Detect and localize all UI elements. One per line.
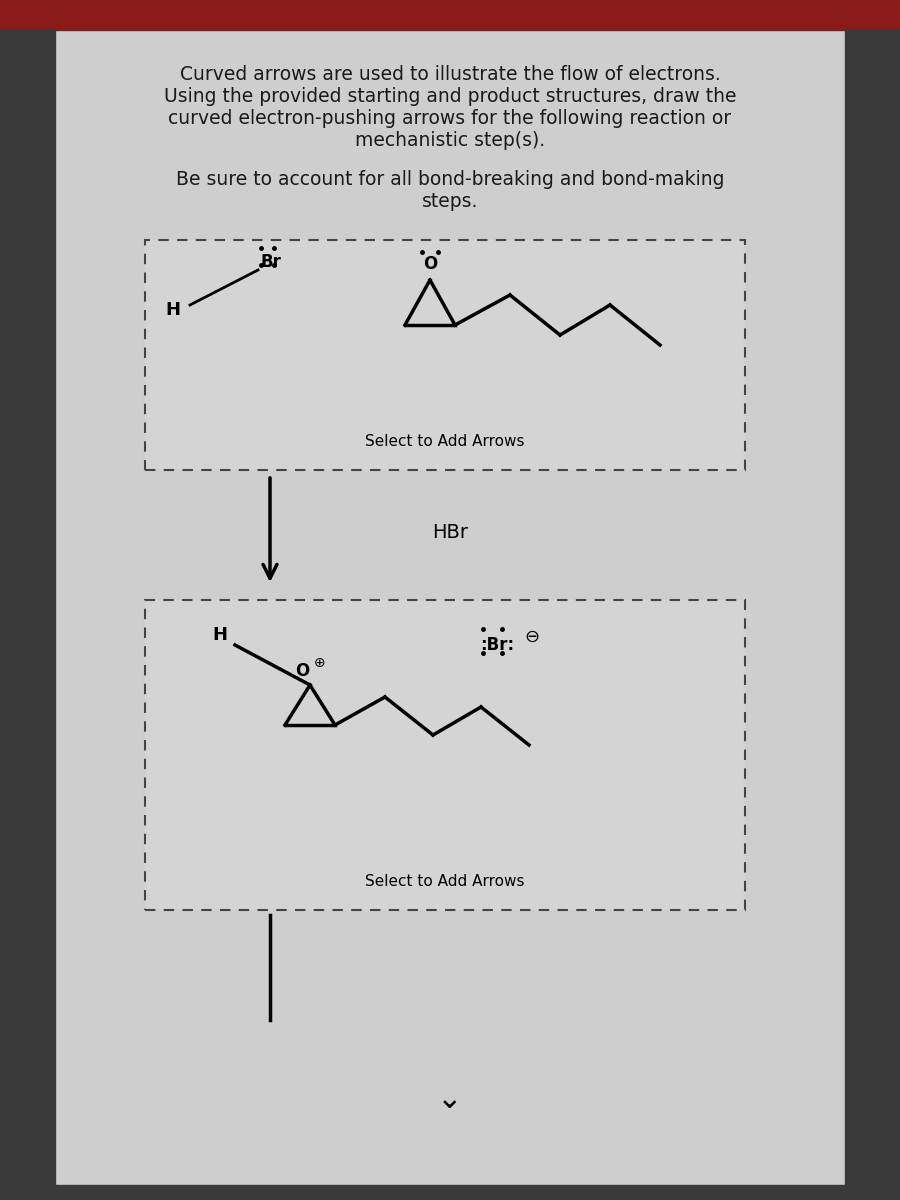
Text: Select to Add Arrows: Select to Add Arrows <box>365 875 525 889</box>
Text: H: H <box>165 301 180 319</box>
Text: :Br:: :Br: <box>480 636 514 654</box>
Text: Br: Br <box>260 253 281 271</box>
Bar <box>55 30 845 1186</box>
Bar <box>0 30 55 1200</box>
Text: HBr: HBr <box>432 522 468 541</box>
Text: H: H <box>212 626 227 644</box>
Text: O: O <box>423 254 437 272</box>
Bar <box>145 240 745 470</box>
Bar <box>145 600 745 910</box>
Bar <box>845 30 900 1200</box>
Text: ⊖: ⊖ <box>525 628 540 646</box>
Text: Be sure to account for all bond-breaking and bond-making
steps.: Be sure to account for all bond-breaking… <box>176 170 725 211</box>
Bar <box>0 1186 900 1200</box>
Bar <box>0 0 900 30</box>
Text: ⌄: ⌄ <box>437 1086 463 1115</box>
Text: Select to Add Arrows: Select to Add Arrows <box>365 434 525 450</box>
Text: Curved arrows are used to illustrate the flow of electrons.
Using the provided s: Curved arrows are used to illustrate the… <box>164 65 736 150</box>
Text: ⊕: ⊕ <box>314 656 326 670</box>
Text: O: O <box>295 662 309 680</box>
